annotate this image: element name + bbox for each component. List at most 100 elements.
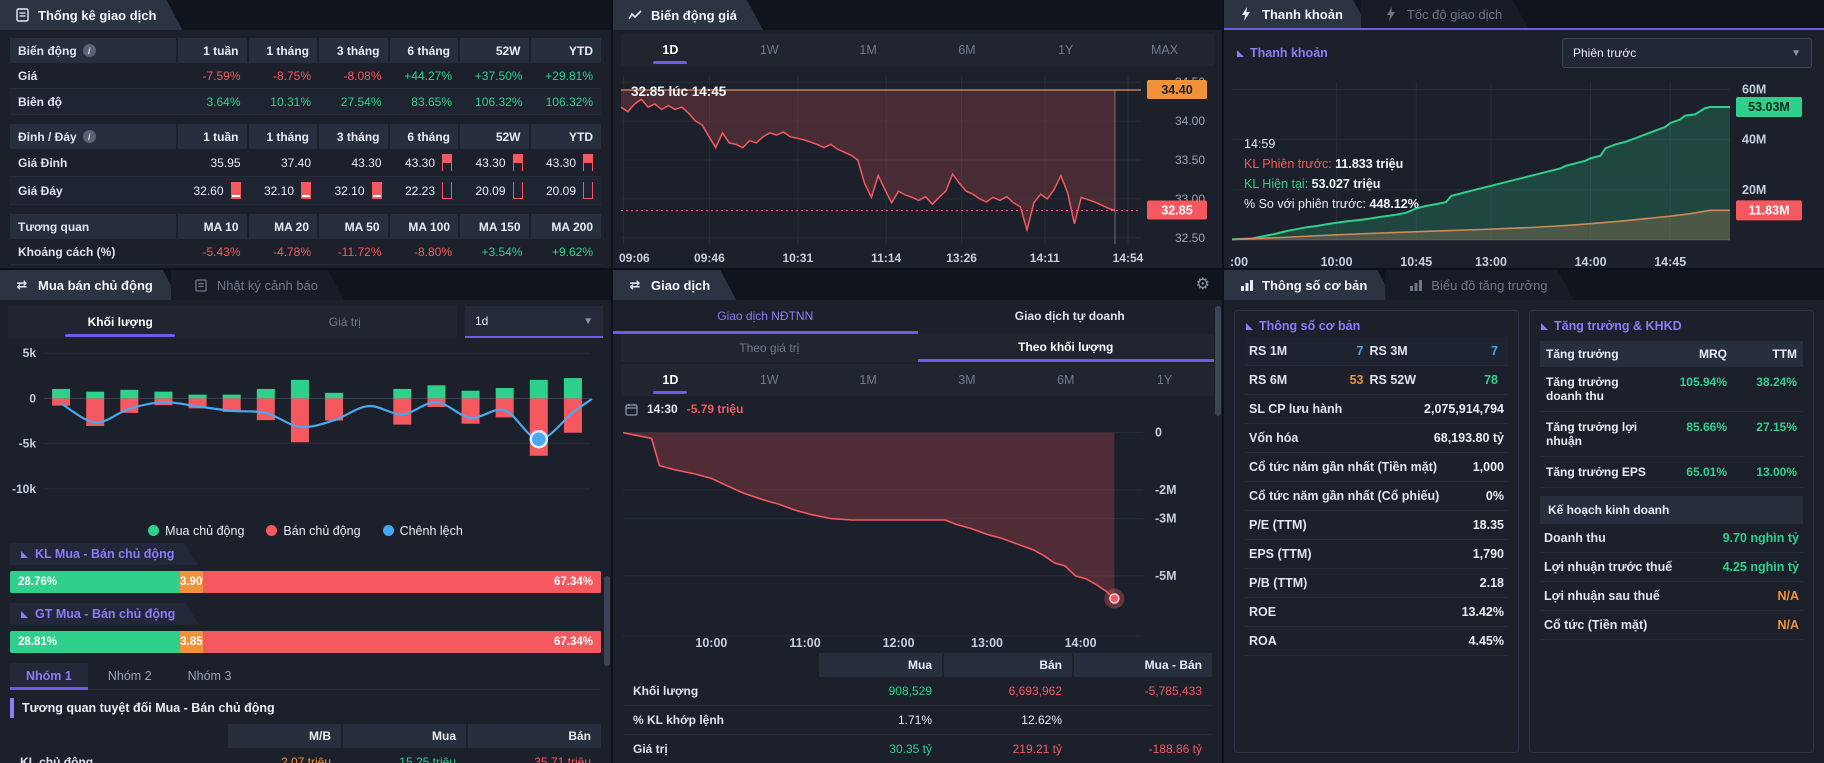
transaction-type-tabs: Giao dịch NĐTNN Giao dịch tự doanh: [613, 300, 1222, 334]
foreign-range-1y[interactable]: 1Y: [1156, 373, 1173, 387]
scrollbar-thumb[interactable]: [1215, 306, 1221, 416]
row-label: KL chủ động: [20, 755, 94, 763]
header-cell: MA 50: [319, 214, 388, 239]
tab-active-buy-sell[interactable]: ⇄ Mua bán chủ động: [0, 270, 179, 300]
tab-by-volume[interactable]: Theo khối lượng: [917, 334, 1214, 362]
svg-text:11:14: 11:14: [871, 251, 901, 265]
business-plan-header: Kế hoạch kinh doanh: [1540, 496, 1803, 524]
foreign-chart[interactable]: 0 -2M -3M -5M 10:00 11:00 12:00 13:00 14:00: [613, 416, 1222, 653]
svg-text:10:31: 10:31: [782, 251, 813, 265]
tab-by-value[interactable]: Theo giá trị: [739, 341, 800, 355]
group-tab[interactable]: Nhóm 1: [10, 663, 88, 690]
row-value: 20.09: [460, 177, 531, 204]
row-value: 27.54%: [340, 94, 382, 109]
tab-trade-statistics[interactable]: Thống kê giao dịch: [0, 0, 182, 30]
tab-fundamentals[interactable]: Thông số cơ bản: [1224, 270, 1393, 300]
plan-label: Cổ tức (Tiền mặt): [1544, 618, 1648, 632]
session-select[interactable]: Phiên trước ▼: [1562, 38, 1812, 68]
range-candle-icon: [371, 182, 382, 199]
legend-cur-label: KL Hiện tại:: [1244, 177, 1309, 191]
header-cell: 6 tháng: [389, 38, 458, 63]
panel-header: Biến động giá: [613, 0, 1222, 30]
row-value: 6,693,962: [1008, 684, 1062, 698]
foreign-range-6m[interactable]: 6M: [1057, 373, 1075, 387]
row-value: [1072, 706, 1212, 734]
ratio-segment: 3.85%: [180, 631, 213, 653]
group-tab[interactable]: Nhóm 2: [107, 669, 152, 683]
info-icon[interactable]: i: [82, 44, 96, 57]
row-value: +9.62%: [551, 244, 593, 259]
header-cell: 3 tháng: [319, 38, 388, 63]
svg-text:09:46: 09:46: [694, 251, 725, 265]
tab-proprietary[interactable]: Giao dịch tự doanh: [1014, 308, 1125, 323]
table-header-row: M/B Mua Bán: [10, 724, 601, 748]
stat-label: ROE: [1249, 605, 1277, 619]
foreign-range-1d[interactable]: 1D: [621, 364, 720, 396]
tab-liquidity[interactable]: Thanh khoản: [1224, 0, 1369, 28]
tab-label: Nhật ký cảnh báo: [216, 277, 319, 293]
session-select-value: Phiên trước: [1573, 46, 1637, 60]
rs-label: RS 6M: [1249, 373, 1288, 387]
svg-text::00: :00: [1230, 255, 1248, 268]
row-value: +3.54%: [481, 244, 523, 259]
period-select[interactable]: 1d ▼: [465, 306, 603, 338]
corner-arrow-icon: [1541, 323, 1548, 330]
row-value: -8.75%: [272, 68, 311, 83]
svg-text:40M: 40M: [1742, 133, 1766, 147]
growth-label: Tăng trưởng EPS: [1546, 465, 1646, 479]
ratio-segment: 3.90%: [179, 571, 213, 593]
svg-text:0: 0: [29, 391, 36, 405]
price-range-1m[interactable]: 1M: [859, 43, 877, 57]
subtab-volume[interactable]: Khối lượng: [8, 306, 233, 338]
tab-transactions[interactable]: ⇄ Giao dịch: [613, 270, 736, 300]
subtab-value[interactable]: Giá trị: [328, 315, 361, 329]
growth-ttm: 27.15%: [1756, 420, 1797, 434]
group-tab[interactable]: Nhóm 3: [187, 669, 232, 683]
foreign-range-1m[interactable]: 1M: [859, 373, 877, 387]
panel-title: Giao dịch: [651, 277, 711, 293]
gear-icon[interactable]: ⚙: [1195, 276, 1210, 293]
price-range-max[interactable]: MAX: [1151, 43, 1179, 57]
calendar-icon: [625, 403, 638, 416]
row-value: 35.95: [210, 155, 241, 170]
foreign-range-tabs: 1D 1W 1M 3M 6M 1Y: [621, 364, 1214, 396]
svg-text:14:00: 14:00: [1065, 636, 1097, 650]
active-bars-chart[interactable]: 5k 0 -5k -10k: [0, 338, 611, 521]
liquidity-chart[interactable]: 14:59 KL Phiên trước: 11.833 triệu KL Hi…: [1224, 70, 1824, 268]
row-value: +37.50%: [474, 68, 523, 83]
tab-price-movement[interactable]: Biến động giá: [613, 0, 763, 30]
price-range-6m[interactable]: 6M: [958, 43, 976, 57]
svg-text:33.50: 33.50: [1175, 153, 1205, 167]
foreign-info-value: -5.79 triệu: [686, 402, 744, 416]
growth-row: Tăng trưởng doanh thu 105.94% 38.24%: [1540, 367, 1803, 412]
legend-item: Bán chủ động: [266, 524, 361, 538]
price-range-1y[interactable]: 1Y: [1058, 43, 1074, 57]
ratio-segment: 67.34%: [203, 631, 601, 653]
price-chart[interactable]: 32.85 lúc 14:45 34.5034.0033.5033.0032.5…: [613, 66, 1222, 268]
plan-value: N/A: [1777, 589, 1799, 603]
foreign-range-1w[interactable]: 1W: [759, 373, 779, 387]
panel-liquidity: Thanh khoản Tốc độ giao dịch Thanh khoản…: [1224, 0, 1824, 268]
growth-mrq: 85.66%: [1686, 420, 1727, 434]
price-range-1d[interactable]: 1D: [621, 34, 720, 66]
foreign-range-3m[interactable]: 3M: [958, 373, 976, 387]
row-value: -7.59%: [202, 68, 241, 83]
plan-row: Lợi nhuận trước thuế 4.25 nghìn tỷ: [1540, 553, 1803, 582]
corner-arrow-icon: [1246, 323, 1253, 330]
stat-label: EPS (TTM): [1249, 547, 1312, 561]
tab-trade-speed[interactable]: Tốc độ giao dịch: [1361, 0, 1528, 28]
scrollbar-thumb[interactable]: [604, 575, 610, 666]
tab-foreign-investors[interactable]: Giao dịch NĐTNN: [613, 300, 918, 334]
price-range-1w[interactable]: 1W: [759, 43, 779, 57]
info-icon[interactable]: i: [82, 130, 96, 143]
header-spacer: [10, 724, 226, 748]
stat-label: P/E (TTM): [1249, 518, 1307, 532]
tab-growth-chart[interactable]: Biểu đồ tăng trưởng: [1385, 270, 1573, 300]
corner-arrow-icon: [1237, 50, 1244, 57]
kl-ratio-section: KL Mua - Bán chủ động 28.76% 3.90% 67.34%: [0, 541, 611, 593]
header-cell: Mua: [343, 724, 466, 748]
tab-alert-log[interactable]: Nhật ký cảnh báo: [171, 270, 344, 300]
svg-text:5k: 5k: [23, 346, 37, 360]
rs-value: 53: [1349, 373, 1364, 387]
